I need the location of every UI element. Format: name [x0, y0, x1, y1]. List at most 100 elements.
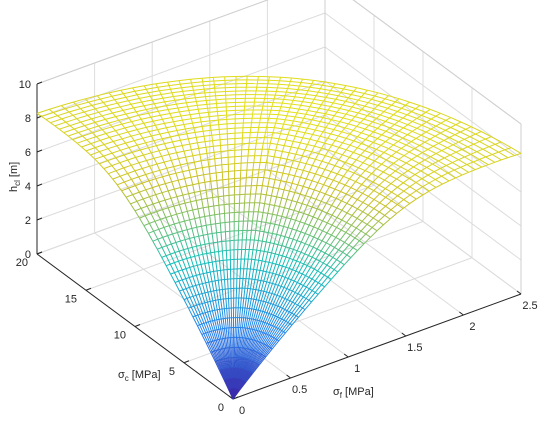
- mesh-line-radial: [297, 285, 304, 295]
- mesh-line-ring: [282, 296, 286, 299]
- mesh-line-ring: [190, 77, 203, 80]
- mesh-line-ring: [36, 108, 50, 114]
- mesh-line-radial: [202, 313, 207, 323]
- mesh-line-ring: [426, 166, 435, 173]
- mesh-line-ring: [142, 135, 152, 139]
- mesh-line-ring: [178, 279, 183, 282]
- mesh-line-ring: [304, 97, 315, 100]
- mesh-line-radial: [348, 237, 356, 246]
- mesh-line-radial: [373, 127, 378, 133]
- mesh-line-radial: [221, 241, 223, 251]
- mesh-line-radial: [58, 128, 65, 133]
- mesh-line-ring: [176, 128, 186, 131]
- mesh-line-ring: [415, 108, 426, 113]
- mesh-line-radial: [272, 305, 279, 316]
- mesh-line-ring: [331, 205, 338, 209]
- mesh-line-radial: [182, 91, 185, 96]
- mesh-line-ring: [280, 106, 291, 109]
- mesh-line-radial: [227, 347, 230, 358]
- mesh-line-radial: [223, 358, 227, 369]
- mesh-line-radial: [127, 173, 132, 180]
- mesh-line-radial: [245, 268, 248, 279]
- mesh-line-ring: [128, 144, 138, 149]
- mesh-line-ring: [228, 156, 235, 158]
- mesh-line-ring: [171, 115, 181, 118]
- mesh-line-ring: [303, 185, 309, 189]
- mesh-line-ring: [253, 268, 257, 271]
- mesh-line-ring: [346, 149, 354, 153]
- mesh-line-radial: [201, 226, 204, 236]
- mesh-line-radial: [201, 334, 207, 344]
- mesh-line-ring: [394, 134, 403, 139]
- mesh-line-radial: [249, 194, 251, 203]
- mesh-line-ring: [178, 156, 186, 160]
- mesh-line-radial: [201, 323, 207, 334]
- mesh-line-radial: [271, 243, 275, 254]
- mesh-line-ring: [209, 242, 214, 244]
- mesh-line-radial: [183, 124, 186, 130]
- mesh-line-radial: [156, 163, 161, 171]
- mesh-line-ring: [371, 227, 378, 232]
- mesh-line-radial: [251, 364, 259, 374]
- mesh-line-ring: [213, 289, 217, 292]
- mesh-line-radial: [132, 87, 136, 92]
- mesh-line-radial: [455, 149, 463, 153]
- mesh-line-radial: [476, 148, 484, 153]
- mesh-line-ring: [432, 145, 442, 152]
- mesh-line-radial: [257, 127, 260, 133]
- mesh-line-ring: [408, 178, 417, 183]
- mesh-line-radial: [226, 347, 229, 359]
- mesh-line-radial: [325, 93, 329, 98]
- mesh-line-radial: [273, 234, 278, 244]
- mesh-line-ring: [352, 247, 358, 252]
- mesh-line-radial: [294, 283, 301, 293]
- mesh-line-ring: [269, 178, 276, 180]
- mesh-line-radial: [296, 241, 302, 252]
- mesh-line-ring: [208, 165, 216, 168]
- mesh-line-radial: [176, 152, 179, 159]
- mesh-line-radial: [161, 192, 166, 201]
- mesh-line-ring: [315, 198, 322, 202]
- z-tick-mark: [36, 81, 43, 85]
- mesh-line-radial: [221, 359, 225, 370]
- mesh-line-radial: [206, 272, 210, 283]
- mesh-line-ring: [165, 215, 172, 218]
- mesh-line-ring: [279, 317, 282, 320]
- right-wall-grid-line: [324, 12, 522, 159]
- mesh-line-radial: [165, 105, 169, 110]
- mesh-line-ring: [355, 227, 362, 232]
- mesh-line-ring: [317, 228, 323, 232]
- mesh-line-radial: [194, 218, 198, 228]
- mesh-line-radial: [270, 339, 278, 349]
- mesh-line-ring: [197, 174, 204, 177]
- mesh-line-ring: [267, 83, 279, 85]
- mesh-line-radial: [124, 127, 129, 133]
- mesh-line-radial: [204, 141, 207, 148]
- mesh-line-radial: [420, 131, 427, 136]
- mesh-line-radial: [178, 280, 184, 291]
- mesh-line-radial: [111, 95, 115, 101]
- mesh-line-radial: [346, 196, 353, 204]
- mesh-line-radial: [201, 293, 206, 303]
- mesh-line-radial: [324, 186, 330, 195]
- mesh-line-radial: [157, 87, 160, 92]
- mesh-line-radial: [283, 199, 288, 208]
- mesh-line-ring: [357, 199, 364, 203]
- mesh-line-radial: [128, 147, 133, 153]
- mesh-line-radial: [76, 142, 82, 148]
- mesh-line-radial: [344, 178, 350, 186]
- mesh-line-ring: [397, 195, 404, 201]
- mesh-line-radial: [277, 235, 282, 245]
- mesh-line-radial: [353, 167, 359, 174]
- mesh-line-radial: [202, 81, 204, 86]
- mesh-line-ring: [155, 192, 163, 196]
- mesh-line-radial: [292, 136, 296, 142]
- mesh-line-ring: [325, 155, 333, 159]
- mesh-line-ring: [331, 119, 341, 123]
- mesh-line-ring: [447, 147, 457, 153]
- mesh-line-radial: [390, 178, 397, 184]
- mesh-line-ring: [263, 343, 266, 346]
- mesh-line-ring: [262, 332, 265, 334]
- mesh-line-ring: [264, 169, 272, 172]
- mesh-line-radial: [308, 292, 316, 301]
